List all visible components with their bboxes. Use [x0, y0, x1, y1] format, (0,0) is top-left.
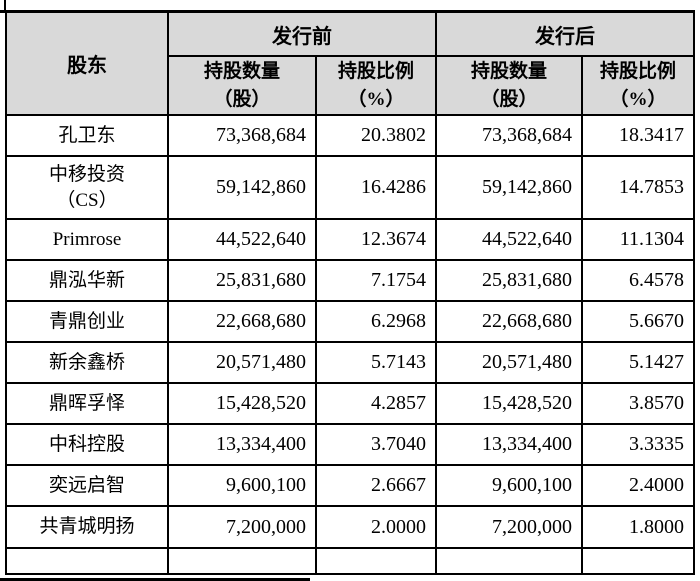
pre-shares: 15,428,520	[167, 382, 317, 425]
pre-pct: 6.2968	[315, 300, 437, 343]
col-header-post-pct: 持股比例 （%）	[581, 55, 695, 116]
col-header-pre-pct: 持股比例 （%）	[315, 55, 437, 116]
pre-pct: 5.7143	[315, 341, 437, 384]
pre-shares: 7,200,000	[167, 505, 317, 549]
col-header-post-shares-line1: 持股数量	[470, 60, 547, 82]
pre-pct: 7.1754	[315, 259, 437, 302]
table-header-sub-row: 持股数量 （股） 持股比例 （%） 持股数量 （股） 持股比例 （%）	[6, 55, 695, 116]
post-shares: 9,600,100	[435, 464, 583, 507]
post-pct: 6.4578	[581, 259, 695, 302]
col-header-pre-shares-line2: （股）	[213, 88, 271, 110]
post-pct: 5.6670	[581, 300, 695, 343]
post-pct: 3.3335	[581, 423, 695, 466]
shareholding-table: 股东 发行前 发行后 持股数量 （股） 持股比例 （%） 持股数量 （股）	[5, 11, 695, 575]
shareholder-name-line1: 中移投资	[48, 163, 125, 185]
post-shares: 13,334,400	[435, 423, 583, 466]
shareholder-name: 中科控股	[5, 423, 169, 466]
shareholder-name: 共青城明扬	[5, 505, 169, 549]
shareholder-name: 中移投资 （CS）	[5, 155, 169, 220]
col-header-post-shares: 持股数量 （股）	[435, 55, 583, 116]
post-pct: 18.3417	[581, 114, 695, 157]
post-pct: 14.7853	[581, 155, 695, 220]
col-header-pre-pct-line1: 持股比例	[337, 60, 414, 82]
col-header-post-pct-line2: （%）	[609, 88, 667, 110]
shareholder-name: 青鼎创业	[5, 300, 169, 343]
post-shares: 20,571,480	[435, 341, 583, 384]
pre-pct: 2.0000	[315, 505, 437, 549]
pre-shares: 73,368,684	[167, 114, 317, 157]
shareholder-name: 新余鑫桥	[5, 341, 169, 384]
pre-shares: 25,831,680	[167, 259, 317, 302]
post-pct: 3.8570	[581, 382, 695, 425]
shareholder-name: Primrose	[5, 218, 169, 261]
post-shares: 73,368,684	[435, 114, 583, 157]
col-header-shareholder: 股东	[5, 11, 169, 116]
shareholder-name-line2: （CS）	[56, 189, 118, 211]
table-row: 奕远启智 9,600,100 2.6667 9,600,100 2.4000	[5, 464, 695, 507]
col-group-post-issue: 发行后	[435, 11, 695, 57]
pre-shares: 20,571,480	[167, 341, 317, 384]
pre-pct: 4.2857	[315, 382, 437, 425]
table-row: 新余鑫桥 20,571,480 5.7143 20,571,480 5.1427	[5, 341, 695, 384]
col-header-pre-shares-line1: 持股数量	[203, 60, 280, 82]
table-row: Primrose 44,522,640 12.3674 44,522,640 1…	[5, 218, 695, 261]
col-header-pre-pct-line2: （%）	[347, 88, 405, 110]
table-row: 孔卫东 73,368,684 20.3802 73,368,684 18.341…	[5, 114, 695, 157]
pre-shares: 13,334,400	[167, 423, 317, 466]
table-row: 共青城明扬 7,200,000 2.0000 7,200,000 1.8000	[5, 505, 695, 549]
pre-pct: 12.3674	[315, 218, 437, 261]
pre-shares: 59,142,860	[167, 155, 317, 220]
empty-cell	[315, 547, 437, 575]
table-row: 中科控股 13,334,400 3.7040 13,334,400 3.3335	[5, 423, 695, 466]
post-pct: 5.1427	[581, 341, 695, 384]
col-header-pre-shares: 持股数量 （股）	[167, 55, 317, 116]
post-shares: 25,831,680	[435, 259, 583, 302]
post-pct: 1.8000	[581, 505, 695, 549]
empty-cell	[581, 547, 695, 575]
col-header-post-pct-line1: 持股比例	[599, 60, 676, 82]
pre-pct: 3.7040	[315, 423, 437, 466]
shareholder-name: 鼎晖孚怿	[5, 382, 169, 425]
post-shares: 22,668,680	[435, 300, 583, 343]
empty-cell	[435, 547, 583, 575]
pre-shares: 9,600,100	[167, 464, 317, 507]
post-shares: 15,428,520	[435, 382, 583, 425]
table-row: 鼎泓华新 25,831,680 7.1754 25,831,680 6.4578	[5, 259, 695, 302]
table-row: 青鼎创业 22,668,680 6.2968 22,668,680 5.6670	[5, 300, 695, 343]
pre-pct: 2.6667	[315, 464, 437, 507]
table-row: 鼎晖孚怿 15,428,520 4.2857 15,428,520 3.8570	[5, 382, 695, 425]
shareholder-name: 奕远启智	[5, 464, 169, 507]
table-header-group-row: 股东 发行前 发行后	[5, 11, 695, 116]
shareholder-name: 鼎泓华新	[5, 259, 169, 302]
empty-cell	[5, 547, 169, 575]
col-group-pre-issue: 发行前	[167, 11, 437, 57]
post-pct: 11.1304	[581, 218, 695, 261]
col-header-post-shares-line2: （股）	[480, 88, 538, 110]
shareholder-name: 孔卫东	[5, 114, 169, 157]
post-shares: 7,200,000	[435, 505, 583, 549]
top-left-border-fragment	[4, 0, 6, 13]
pre-pct: 20.3802	[315, 114, 437, 157]
table-row: 中移投资 （CS） 59,142,860 16.4286 59,142,860 …	[5, 155, 695, 220]
pre-shares: 44,522,640	[167, 218, 317, 261]
post-shares: 59,142,860	[435, 155, 583, 220]
pre-pct: 16.4286	[315, 155, 437, 220]
table-row-cut-off	[5, 547, 695, 575]
empty-cell	[167, 547, 317, 575]
bottom-border-fragment	[0, 578, 310, 581]
pre-shares: 22,668,680	[167, 300, 317, 343]
post-shares: 44,522,640	[435, 218, 583, 261]
post-pct: 2.4000	[581, 464, 695, 507]
